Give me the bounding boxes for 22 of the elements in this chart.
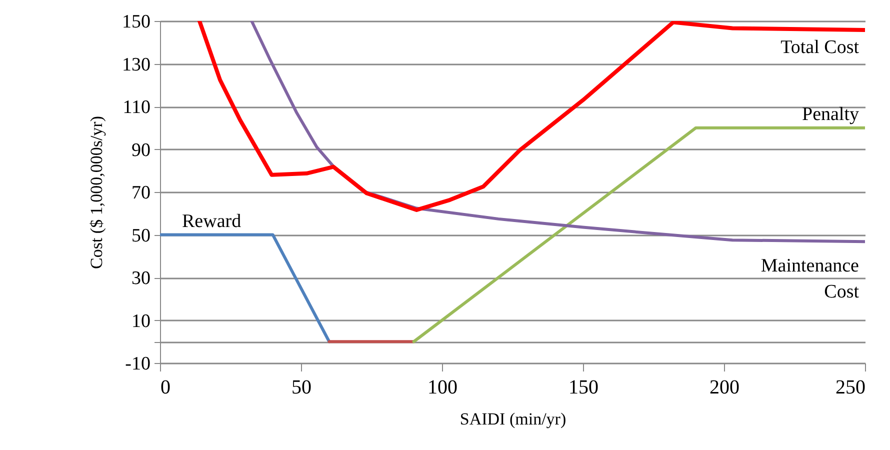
x-tick-label: 0 (160, 376, 170, 398)
y-tick-label: 90 (132, 140, 150, 161)
x-tick-label: 150 (568, 376, 598, 398)
x-tick-label: 200 (710, 376, 740, 398)
y-tick-label: 110 (122, 97, 150, 118)
y-axis-title: Cost ($ 1,000,000s/yr) (87, 116, 106, 269)
series-label: Penalty (802, 104, 860, 125)
x-tick-label: 100 (428, 376, 458, 398)
y-tick-label: 130 (122, 54, 150, 76)
series-label: Reward (182, 210, 242, 232)
y-tick-label: -10 (125, 354, 150, 374)
y-tick-label: 50 (132, 225, 150, 246)
y-tick-label: 30 (132, 268, 150, 289)
y-tick-label: 10 (132, 310, 150, 332)
x-axis-title: SAIDI (min/yr) (460, 410, 566, 428)
line-series (197, 21, 865, 212)
x-tick-label: 50 (292, 376, 312, 398)
x-tick-label: 250 (836, 376, 866, 398)
y-tick-label: 150 (122, 12, 150, 32)
series-label: Maintenance Cost (760, 256, 860, 303)
series-label: Total Cost (780, 36, 860, 58)
y-tick-label: 70 (132, 182, 150, 204)
